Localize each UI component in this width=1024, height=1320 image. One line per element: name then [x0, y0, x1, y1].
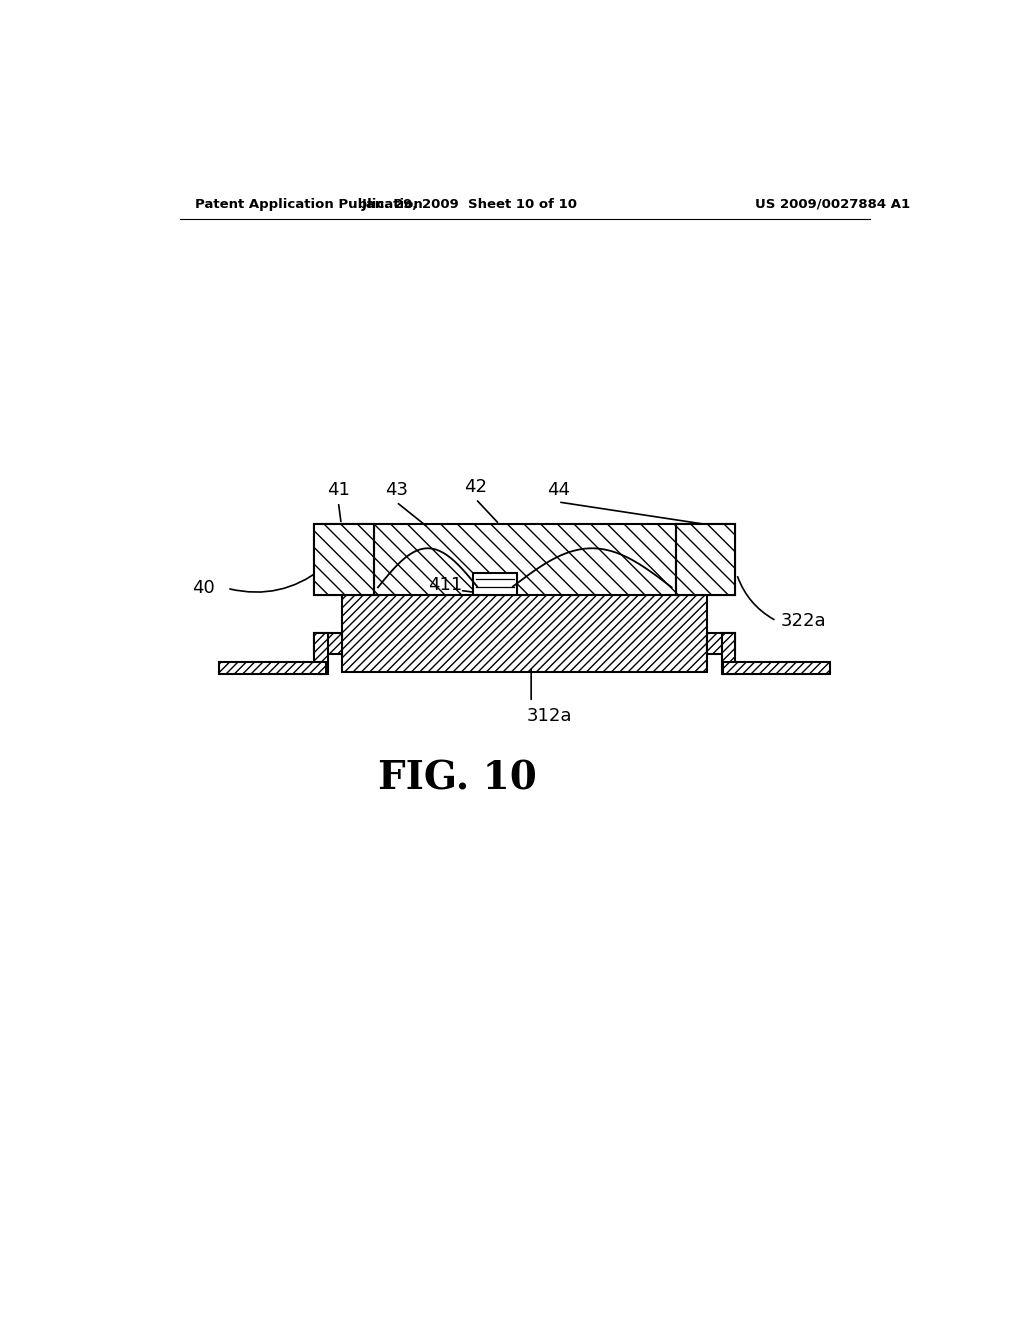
Text: 44: 44 [547, 480, 569, 499]
Bar [219, 661, 327, 673]
Text: 42: 42 [464, 478, 487, 496]
Bar [723, 661, 830, 673]
Text: 322a: 322a [780, 612, 826, 630]
Bar [676, 524, 735, 595]
Bar [314, 634, 342, 655]
Text: FIG. 10: FIG. 10 [378, 759, 537, 797]
Text: Patent Application Publication: Patent Application Publication [196, 198, 423, 211]
Bar [473, 573, 517, 595]
Bar [314, 524, 735, 595]
Text: US 2009/0027884 A1: US 2009/0027884 A1 [755, 198, 910, 211]
Text: 43: 43 [385, 480, 408, 499]
Text: 41: 41 [327, 480, 350, 499]
Text: 40: 40 [193, 579, 215, 598]
Bar [342, 594, 708, 672]
Bar [314, 524, 374, 595]
Text: 312a: 312a [526, 708, 571, 725]
Text: Jan. 29, 2009  Sheet 10 of 10: Jan. 29, 2009 Sheet 10 of 10 [361, 198, 578, 211]
Bar [722, 634, 735, 673]
Text: 411: 411 [428, 577, 463, 594]
Bar [708, 634, 735, 655]
Bar [314, 634, 328, 673]
